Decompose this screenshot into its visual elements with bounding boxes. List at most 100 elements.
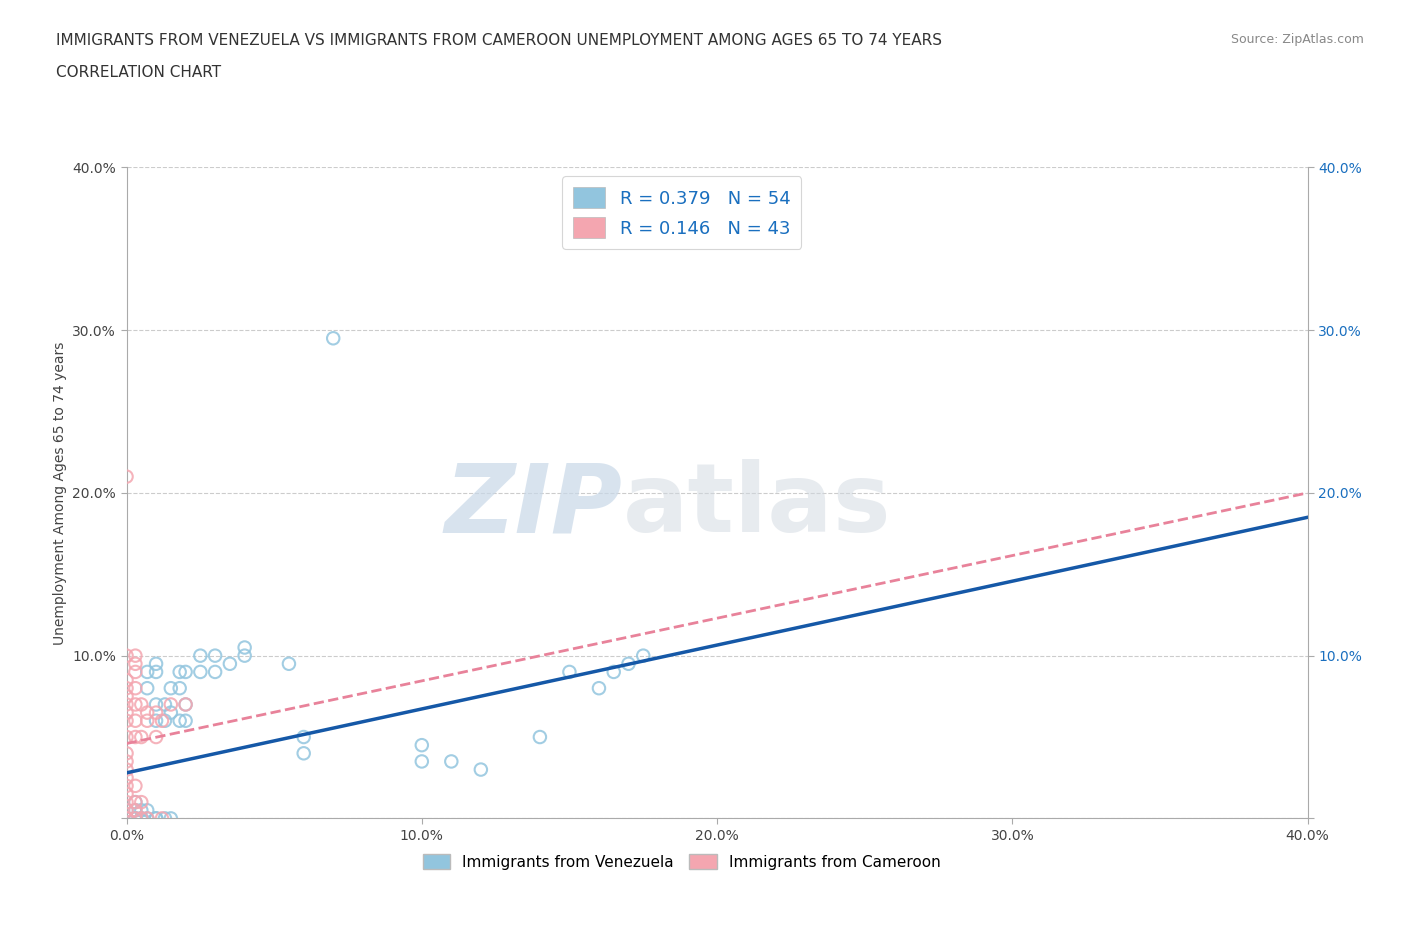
Point — [129, 811, 153, 826]
Point — [115, 778, 138, 793]
Point — [124, 681, 146, 696]
Point — [145, 698, 167, 712]
Point — [124, 811, 146, 826]
Point — [115, 470, 138, 485]
Point — [233, 640, 256, 655]
Text: CORRELATION CHART: CORRELATION CHART — [56, 65, 221, 80]
Point — [558, 665, 581, 680]
Point — [617, 657, 640, 671]
Point — [124, 794, 146, 809]
Point — [115, 648, 138, 663]
Point — [169, 665, 191, 680]
Point — [145, 705, 167, 720]
Point — [124, 648, 146, 663]
Point — [292, 746, 315, 761]
Point — [115, 811, 138, 826]
Point — [115, 811, 138, 826]
Point — [115, 803, 138, 817]
Point — [174, 665, 197, 680]
Text: Source: ZipAtlas.com: Source: ZipAtlas.com — [1230, 33, 1364, 46]
Point — [188, 665, 212, 680]
Point — [124, 778, 146, 793]
Point — [115, 729, 138, 744]
Point — [322, 331, 344, 346]
Point — [160, 698, 183, 712]
Point — [115, 803, 138, 817]
Point — [292, 729, 315, 744]
Point — [129, 729, 153, 744]
Point — [124, 811, 146, 826]
Point — [160, 681, 183, 696]
Point — [136, 811, 159, 826]
Point — [153, 698, 176, 712]
Point — [115, 794, 138, 809]
Point — [440, 754, 463, 769]
Point — [124, 713, 146, 728]
Point — [588, 681, 610, 696]
Point — [145, 729, 167, 744]
Point — [188, 648, 212, 663]
Point — [153, 811, 176, 826]
Text: atlas: atlas — [623, 459, 891, 552]
Point — [145, 811, 167, 826]
Point — [115, 705, 138, 720]
Point — [115, 713, 138, 728]
Point — [470, 763, 492, 777]
Point — [124, 811, 146, 826]
Point — [169, 681, 191, 696]
Point — [129, 803, 153, 817]
Point — [233, 648, 256, 663]
Point — [124, 729, 146, 744]
Point — [136, 665, 159, 680]
Point — [145, 811, 167, 826]
Point — [129, 811, 153, 826]
Point — [204, 665, 226, 680]
Point — [115, 770, 138, 785]
Point — [115, 681, 138, 696]
Point — [136, 713, 159, 728]
Point — [204, 648, 226, 663]
Y-axis label: Unemployment Among Ages 65 to 74 years: Unemployment Among Ages 65 to 74 years — [52, 341, 66, 644]
Point — [115, 811, 138, 826]
Point — [219, 657, 242, 671]
Point — [160, 811, 183, 826]
Point — [136, 811, 159, 826]
Legend: Immigrants from Venezuela, Immigrants from Cameroon: Immigrants from Venezuela, Immigrants fr… — [416, 847, 946, 876]
Point — [136, 681, 159, 696]
Point — [529, 729, 551, 744]
Point — [124, 803, 146, 817]
Point — [160, 705, 183, 720]
Point — [115, 754, 138, 769]
Point — [411, 737, 433, 752]
Point — [278, 657, 301, 671]
Point — [115, 689, 138, 704]
Point — [124, 657, 146, 671]
Point — [136, 705, 159, 720]
Point — [169, 713, 191, 728]
Point — [129, 811, 153, 826]
Point — [124, 803, 146, 817]
Point — [115, 787, 138, 802]
Point — [174, 713, 197, 728]
Point — [129, 698, 153, 712]
Point — [115, 698, 138, 712]
Point — [124, 665, 146, 680]
Point — [115, 811, 138, 826]
Point — [603, 665, 626, 680]
Point — [150, 713, 173, 728]
Point — [411, 754, 433, 769]
Point — [124, 794, 146, 809]
Point — [115, 672, 138, 687]
Point — [115, 763, 138, 777]
Point — [145, 657, 167, 671]
Text: ZIP: ZIP — [444, 459, 623, 552]
Point — [145, 713, 167, 728]
Point — [124, 698, 146, 712]
Point — [115, 811, 138, 826]
Point — [174, 698, 197, 712]
Point — [153, 713, 176, 728]
Point — [136, 803, 159, 817]
Text: IMMIGRANTS FROM VENEZUELA VS IMMIGRANTS FROM CAMEROON UNEMPLOYMENT AMONG AGES 65: IMMIGRANTS FROM VENEZUELA VS IMMIGRANTS … — [56, 33, 942, 47]
Point — [129, 794, 153, 809]
Point — [150, 811, 173, 826]
